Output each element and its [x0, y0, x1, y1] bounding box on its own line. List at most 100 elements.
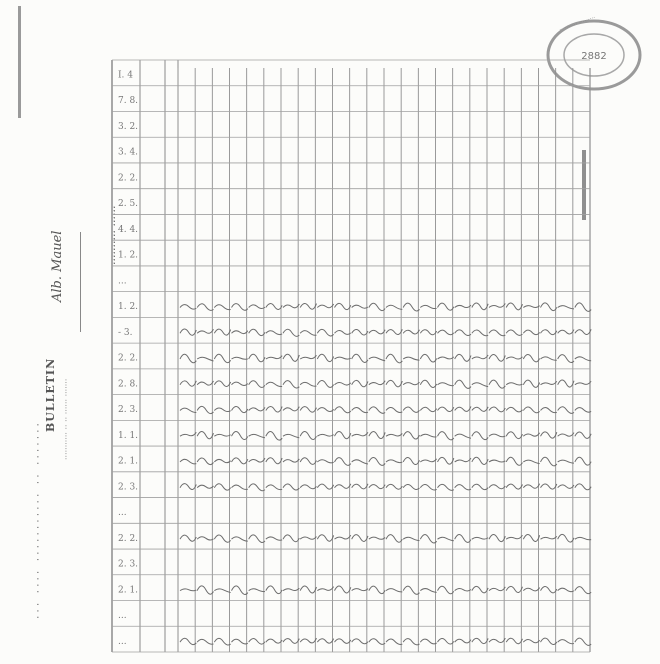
handwritten-entry — [574, 586, 592, 595]
handwritten-entry — [437, 483, 455, 491]
handwritten-entry — [557, 459, 575, 464]
row-header-label: - 3. — [118, 328, 133, 338]
handwritten-entry — [402, 456, 420, 466]
handwritten-entry — [248, 457, 266, 463]
handwritten-entry — [385, 379, 403, 388]
handwritten-entry — [179, 380, 197, 387]
handwritten-entry — [351, 407, 369, 414]
handwritten-entry — [402, 302, 420, 312]
handwritten-entry — [334, 585, 352, 594]
handwritten-entry — [454, 353, 472, 362]
handwritten-entry — [557, 484, 575, 489]
handwritten-entry — [248, 483, 266, 492]
handwritten-entry — [179, 588, 197, 592]
row-header-label: 4. 4. — [118, 225, 138, 235]
handwritten-entry — [385, 304, 403, 310]
handwritten-entry — [231, 405, 249, 414]
handwritten-entry — [471, 536, 489, 540]
handwritten-entry — [351, 459, 369, 465]
handwritten-entry — [299, 585, 317, 594]
handwritten-entry — [419, 379, 438, 388]
handwritten-entry — [488, 379, 506, 389]
handwritten-entry — [179, 483, 197, 490]
row-header-label: 2. 5. — [118, 199, 138, 209]
handwritten-entry — [351, 534, 369, 542]
handwritten-entry — [265, 430, 283, 441]
handwritten-entry — [523, 459, 540, 465]
handwritten-entry — [488, 329, 506, 337]
handwritten-entry — [351, 432, 369, 437]
handwritten-entry — [574, 302, 592, 312]
handwritten-entry — [505, 534, 523, 540]
handwritten-entry — [420, 304, 437, 310]
handwritten-entry — [522, 483, 541, 489]
handwritten-entry — [557, 587, 575, 593]
handwritten-entry — [488, 303, 506, 308]
handwritten-entry — [213, 458, 232, 464]
handwritten-entry — [540, 407, 558, 414]
handwritten-entry — [540, 329, 558, 336]
handwritten-entry — [231, 430, 249, 441]
handwritten-entry — [402, 406, 420, 413]
handwritten-entry — [231, 381, 249, 386]
handwritten-entry — [454, 379, 472, 389]
handwritten-entry — [282, 328, 300, 337]
handwritten-entry — [574, 637, 592, 646]
handwritten-entry — [265, 638, 283, 644]
handwritten-entry — [213, 534, 232, 543]
row-header-label: 1. 2. — [118, 251, 138, 261]
handwritten-entry — [179, 534, 197, 542]
handwritten-entry — [540, 302, 558, 312]
handwritten-entry — [574, 431, 592, 439]
row-header-label: 2. 2. — [118, 173, 138, 183]
handwritten-entry — [351, 483, 369, 490]
handwritten-entry — [522, 533, 541, 542]
handwritten-entry — [368, 380, 386, 386]
row-header-label: ... — [118, 611, 127, 621]
handwritten-entry — [574, 380, 592, 386]
handwritten-entry — [505, 356, 523, 360]
handwritten-entry — [402, 483, 420, 491]
name-underline — [80, 232, 81, 332]
handwritten-entry — [540, 483, 558, 490]
handwritten-entry — [248, 304, 266, 310]
handwritten-entry — [522, 639, 541, 644]
handwritten-entry — [213, 328, 232, 336]
handwritten-entry — [540, 637, 558, 646]
handwritten-entry — [540, 356, 557, 361]
handwritten-entry — [299, 637, 317, 644]
handwritten-entry — [522, 379, 541, 388]
handwritten-entry — [334, 302, 352, 311]
handwritten-entry — [385, 433, 403, 437]
handwritten-entry — [437, 382, 454, 387]
handwritten-entry — [420, 433, 437, 438]
handwritten-entry — [385, 483, 403, 490]
handwritten-entry — [437, 585, 455, 595]
row-header-label: 2. 1. — [118, 457, 138, 467]
handwritten-entry — [334, 534, 352, 540]
handwritten-entry — [368, 536, 386, 540]
handwritten-entry — [213, 353, 232, 364]
handwritten-entry — [196, 356, 214, 362]
handwritten-entry — [419, 329, 438, 336]
handwritten-entry — [334, 431, 352, 440]
handwritten-entry — [351, 588, 369, 592]
handwritten-entry — [196, 638, 214, 645]
handwritten-entry — [368, 406, 386, 414]
handwritten-entry — [419, 353, 438, 363]
handwritten-entry — [282, 587, 300, 592]
handwritten-entry — [231, 356, 248, 360]
row-header-label: 2. 3. — [118, 405, 138, 415]
handwritten-entry — [248, 534, 266, 544]
handwritten-entry — [213, 637, 231, 646]
handwritten-entry — [385, 534, 403, 543]
handwritten-entry — [420, 458, 438, 463]
handwritten-entry — [299, 302, 317, 310]
handwritten-entry — [213, 407, 231, 413]
handwritten-entry — [231, 484, 248, 490]
handwritten-entry — [454, 587, 472, 592]
handwritten-entry — [488, 459, 506, 463]
handwritten-entry — [402, 585, 420, 595]
handwritten-entry — [299, 457, 317, 465]
